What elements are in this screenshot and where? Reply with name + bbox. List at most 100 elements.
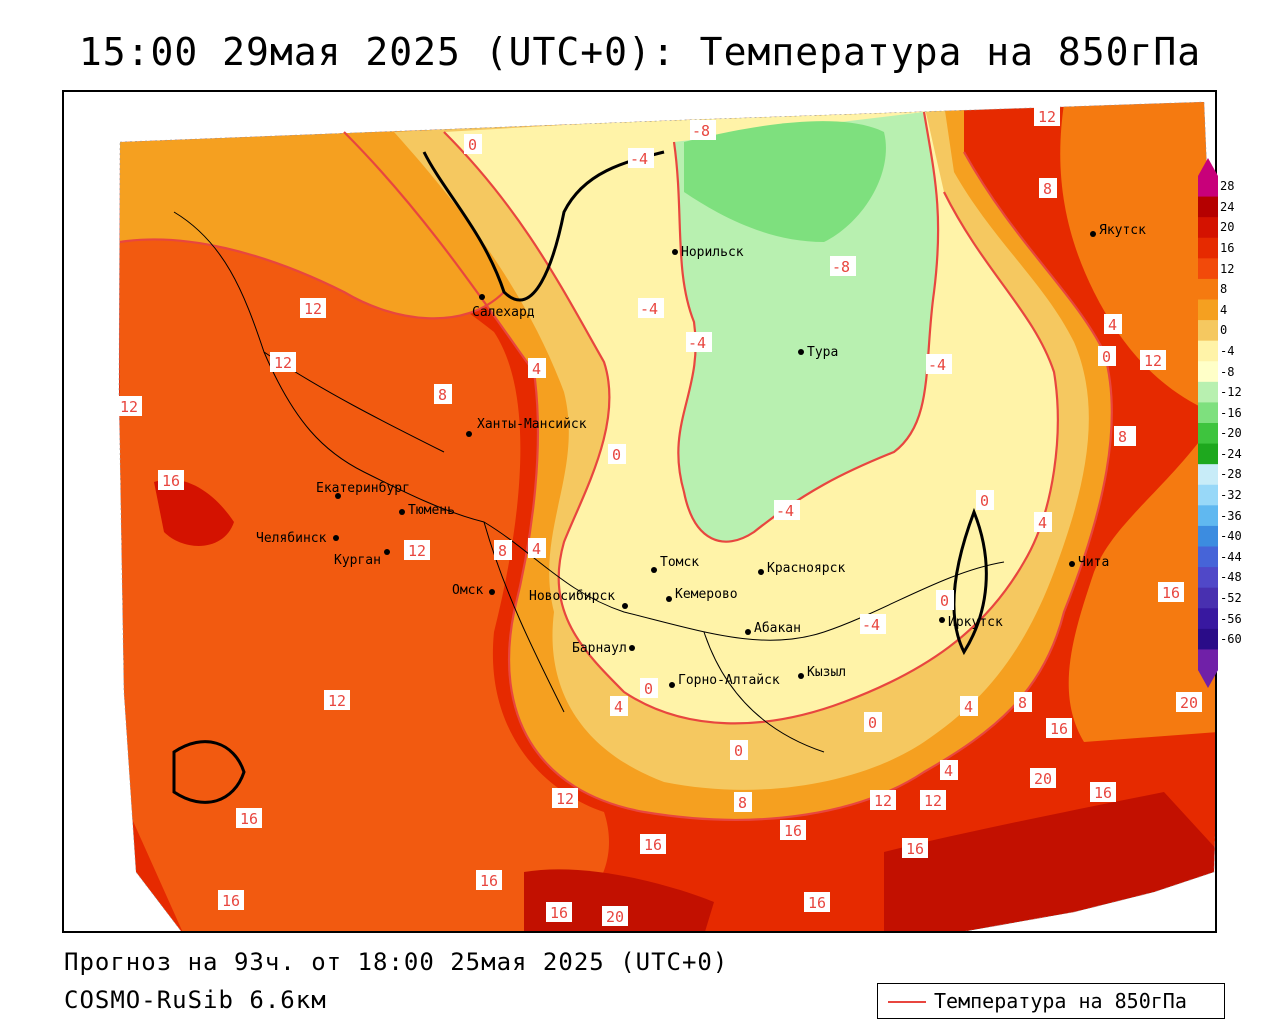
svg-text:8: 8: [1118, 428, 1127, 446]
contour-label: 12: [870, 790, 896, 810]
contour-label: 20: [1176, 692, 1202, 712]
colorbar-segment: [1198, 525, 1218, 547]
colorbar-segment: [1198, 299, 1218, 321]
svg-text:12: 12: [304, 300, 322, 318]
city-label: Абакан: [754, 621, 801, 636]
contour-label: 8: [734, 792, 752, 812]
colorbar-tick-label: -48: [1220, 570, 1242, 585]
contour-label: 4: [960, 696, 978, 716]
svg-text:4: 4: [614, 698, 623, 716]
colorbar-segment: [1198, 608, 1218, 630]
city-dot-krasnoyarsk: [758, 569, 764, 575]
city-label: Томск: [660, 555, 699, 570]
svg-text:8: 8: [438, 386, 447, 404]
contour-label: 0: [936, 590, 954, 610]
colorbar-segment: [1198, 278, 1218, 300]
svg-text:16: 16: [240, 810, 258, 828]
north-east-warm: [1060, 102, 1212, 412]
city-dot-novosibirsk: [622, 603, 628, 609]
coldest-region: [684, 121, 886, 242]
city-dot-tyumen: [399, 509, 405, 515]
contour-label: 0: [608, 444, 626, 464]
svg-text:-4: -4: [928, 356, 946, 374]
svg-text:20: 20: [606, 908, 624, 926]
svg-text:4: 4: [964, 698, 973, 716]
svg-text:0: 0: [868, 714, 877, 732]
city-dot-chita: [1069, 561, 1075, 567]
colorbar-tick-label: -32: [1220, 488, 1242, 503]
forecast-text: Прогноз на 93ч. от 18:00 25мая 2025 (UTC…: [64, 948, 729, 976]
coastline: [172, 150, 988, 804]
contour-label: 16: [1090, 782, 1116, 802]
temperature-map[interactable]: Норильск Салехард Тура Якутск Ханты-Манс…: [62, 90, 1217, 933]
svg-text:12: 12: [120, 398, 138, 416]
svg-text:0: 0: [734, 742, 743, 760]
city-label: Кызыл: [807, 665, 846, 680]
east-warm: [1068, 422, 1215, 742]
svg-text:0: 0: [644, 680, 653, 698]
svg-text:12: 12: [924, 792, 942, 810]
contour-label: 8: [434, 384, 452, 404]
colorbar-segment: [1198, 546, 1218, 568]
svg-text:16: 16: [808, 894, 826, 912]
north-west-yellow: [120, 132, 504, 319]
legend: Температура на 850гПа: [877, 983, 1225, 1019]
colorbar-tick-label: 16: [1220, 241, 1235, 256]
svg-text:0: 0: [980, 492, 989, 510]
city-dot-yakutsk: [1090, 231, 1096, 237]
svg-text:16: 16: [1050, 720, 1068, 738]
svg-text:16: 16: [480, 872, 498, 890]
city-label: Горно-Алтайск: [678, 673, 780, 688]
legend-label: Температура на 850гПа: [934, 989, 1187, 1013]
colorbar-tick-label: 12: [1220, 261, 1235, 276]
contour-label: 16: [1046, 718, 1072, 738]
city-label: Барнаул: [572, 641, 627, 656]
svg-text:4: 4: [1108, 316, 1117, 334]
contour-label: 4: [1034, 512, 1052, 532]
svg-text:20: 20: [1034, 770, 1052, 788]
city-label: Иркутск: [948, 615, 1003, 630]
colorbar-tick-label: -44: [1220, 549, 1242, 564]
colorbar-segment: [1198, 649, 1218, 671]
colorbar-tick-label: -12: [1220, 385, 1242, 400]
contour-label: 16: [476, 870, 502, 890]
city-dot-norilsk: [672, 249, 678, 255]
contour-label: -4: [774, 500, 800, 520]
svg-text:4: 4: [532, 360, 541, 378]
isolines: [119, 111, 1113, 821]
city-label: Новосибирск: [529, 589, 615, 604]
colorbar-tick-label: 8: [1220, 282, 1228, 297]
city-dot-salekhard: [479, 294, 485, 300]
svg-text:16: 16: [644, 836, 662, 854]
city-dot-kemerovo: [666, 596, 672, 602]
colorbar-segment: [1198, 196, 1218, 218]
colorbar: [1198, 158, 1218, 688]
svg-text:12: 12: [874, 792, 892, 810]
svg-text:16: 16: [1162, 584, 1180, 602]
city-label: Тюмень: [408, 503, 455, 518]
city-label: Кемерово: [675, 587, 738, 602]
contour-label: 8: [1014, 692, 1032, 712]
svg-text:12: 12: [274, 354, 292, 372]
contour-label: 16: [1158, 582, 1184, 602]
colorbar-segment: [1198, 484, 1218, 506]
contour-label: -4: [860, 614, 886, 634]
contour-label: -4: [638, 298, 664, 318]
colorbar-tick-label: 4: [1220, 302, 1228, 317]
city-dot-omsk: [489, 589, 495, 595]
colorbar-tick-label: -24: [1220, 446, 1242, 461]
svg-text:4: 4: [532, 540, 541, 558]
svg-text:16: 16: [784, 822, 802, 840]
contour-label: 16: [804, 892, 830, 912]
city-label: Ханты-Мансийск: [477, 417, 587, 432]
city-label: Норильск: [681, 245, 744, 260]
svg-text:0: 0: [468, 136, 477, 154]
colorbar-tick-label: 24: [1220, 199, 1235, 214]
contour-label: -8: [830, 256, 856, 276]
contour-label: 16: [236, 808, 262, 828]
contour-label: 0: [730, 740, 748, 760]
contour-label: 20: [1030, 768, 1056, 788]
contour-label: 12: [300, 298, 326, 318]
svg-text:12: 12: [556, 790, 574, 808]
city-label: Челябинск: [256, 531, 327, 546]
